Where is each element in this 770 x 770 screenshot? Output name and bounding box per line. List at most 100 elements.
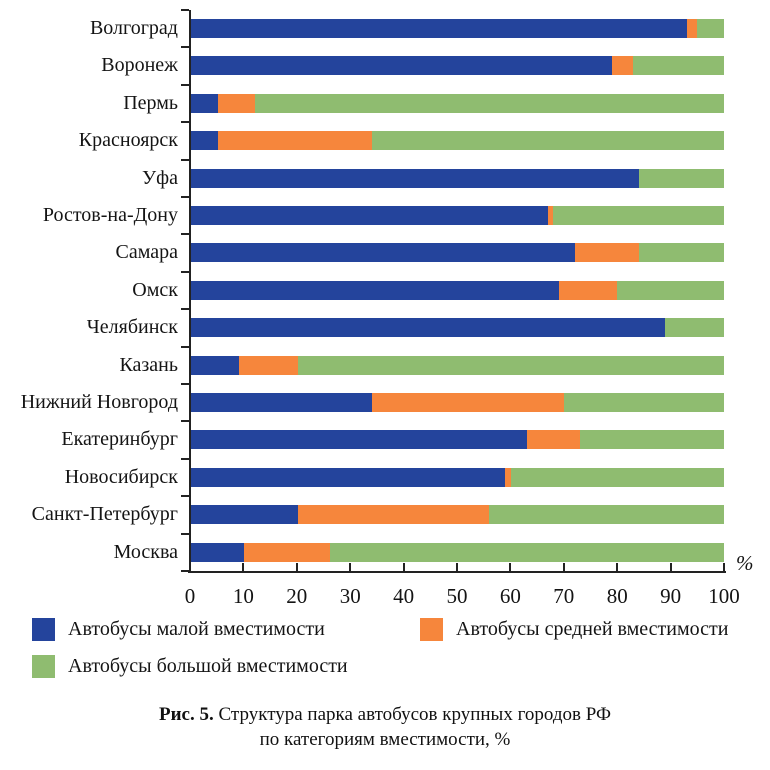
stacked-bar	[191, 355, 724, 375]
y-axis-tick	[181, 457, 189, 460]
stacked-bar	[191, 505, 724, 525]
bar-segment-medium	[238, 355, 298, 375]
stacked-bar-chart: Волгоград Воронеж Пермь Красноярск Уфа Ростов…	[0, 10, 724, 571]
chart-row: Ростов-на-Дону	[0, 197, 724, 234]
stacked-bar	[191, 19, 724, 38]
y-axis-tick	[181, 270, 189, 273]
x-axis-tick	[349, 563, 352, 571]
y-axis-tick	[181, 383, 189, 385]
chart-row: Нижний Новгород	[0, 384, 724, 421]
bar-segment-medium	[526, 430, 581, 450]
bar-segment-large	[638, 168, 724, 188]
x-axis-tick	[509, 563, 512, 571]
y-axis-tick	[181, 83, 189, 86]
legend-swatch-medium	[420, 617, 443, 641]
bar-segment-large	[254, 93, 724, 113]
x-axis-tick-label: 20	[286, 584, 308, 608]
bar-segment-medium	[574, 243, 639, 263]
bar-segment-medium	[244, 542, 330, 562]
chart-row: Волгоград	[0, 10, 724, 47]
bar-segment-small	[191, 56, 613, 76]
y-axis-tick	[181, 495, 189, 498]
x-axis-tick-label: 30	[339, 584, 361, 608]
x-axis-tick-label: 0	[184, 584, 196, 608]
bar-segment-small	[191, 355, 239, 375]
category-label: Новосибирск	[64, 465, 178, 488]
bar-segment-small	[191, 19, 687, 38]
stacked-bar	[191, 467, 724, 487]
chart-row: Новосибирск	[0, 459, 724, 496]
x-axis-tick-label: 60	[499, 584, 521, 608]
chart-row: Челябинск	[0, 309, 724, 346]
category-label: Волгоград	[89, 17, 178, 39]
x-axis-tick-label: 10	[232, 584, 254, 608]
chart-row: Самара	[0, 234, 724, 271]
category-label: Красноярск	[78, 129, 178, 152]
legend-swatch-large	[32, 654, 55, 678]
bar-segment-small	[191, 467, 506, 487]
x-axis-tick	[189, 563, 191, 571]
category-label: Ростов-на-Дону	[42, 204, 178, 226]
category-label: Самара	[115, 241, 179, 264]
bar-segment-large	[633, 56, 724, 76]
category-label: Екатеринбург	[61, 428, 178, 451]
y-axis-tick	[181, 532, 189, 535]
bar-segment-medium	[686, 19, 698, 38]
x-axis-tick	[616, 563, 619, 571]
y-axis-tick	[181, 308, 189, 311]
y-axis-tick	[181, 570, 189, 572]
chart-row: Уфа	[0, 160, 724, 197]
category-label: Казань	[119, 353, 178, 376]
stacked-bar	[191, 280, 724, 300]
bar-segment-medium	[217, 93, 255, 113]
legend: Автобусы малой вместимости Автобусы средн…	[0, 617, 770, 687]
bar-segment-small	[191, 542, 245, 562]
x-axis-tick-label: 100	[708, 584, 740, 608]
bar-segment-large	[553, 206, 724, 225]
x-axis-tick	[562, 563, 565, 571]
category-label: Челябинск	[86, 316, 178, 339]
bar-segment-small	[191, 318, 666, 338]
bar-segment-medium	[612, 56, 634, 76]
bar-segment-small	[191, 430, 527, 450]
y-axis-tick	[181, 121, 189, 124]
bar-segment-small	[191, 131, 218, 151]
stacked-bar	[191, 206, 724, 225]
legend-label: Автобусы малой вместимости	[68, 617, 325, 640]
category-label: Санкт-Петербург	[31, 503, 178, 526]
x-axis-tick-label: 50	[446, 584, 468, 608]
bar-segment-medium	[558, 280, 618, 300]
chart-row: Омск	[0, 272, 724, 309]
legend-label: Автобусы большой вместимости	[68, 654, 348, 677]
bar-segment-large	[617, 280, 724, 300]
legend-item-large: Автобусы большой вместимости	[32, 654, 348, 678]
bar-segment-small	[191, 168, 639, 188]
bar-segment-medium	[505, 467, 511, 487]
caption-title: Структура парка автобусов крупных городо…	[218, 704, 611, 725]
legend-item-small: Автобусы малой вместимости	[32, 617, 325, 641]
category-label: Воронеж	[101, 54, 178, 77]
bar-segment-small	[191, 505, 298, 525]
x-axis-tick-label: 70	[553, 584, 575, 608]
chart-row: Воронеж	[0, 47, 724, 84]
bar-segment-medium	[217, 131, 373, 151]
x-axis-tick-label: 40	[393, 584, 415, 608]
bar-segment-large	[580, 430, 724, 450]
y-axis-tick	[181, 158, 189, 161]
y-axis-tick	[181, 196, 189, 198]
bar-segment-small	[191, 93, 218, 113]
y-axis-line	[189, 10, 191, 573]
stacked-bar	[191, 93, 724, 113]
chart-row: Казань	[0, 347, 724, 384]
x-axis-tick-label: 80	[606, 584, 628, 608]
bar-segment-small	[191, 206, 549, 225]
y-axis-tick	[181, 233, 189, 236]
bar-segment-large	[510, 467, 724, 487]
bar-segment-small	[191, 280, 559, 300]
y-axis-tick	[181, 9, 189, 11]
x-axis-tick	[402, 563, 405, 571]
stacked-bar	[191, 168, 724, 188]
category-label: Омск	[132, 278, 178, 301]
legend-label: Автобусы средней вместимости	[456, 617, 729, 640]
